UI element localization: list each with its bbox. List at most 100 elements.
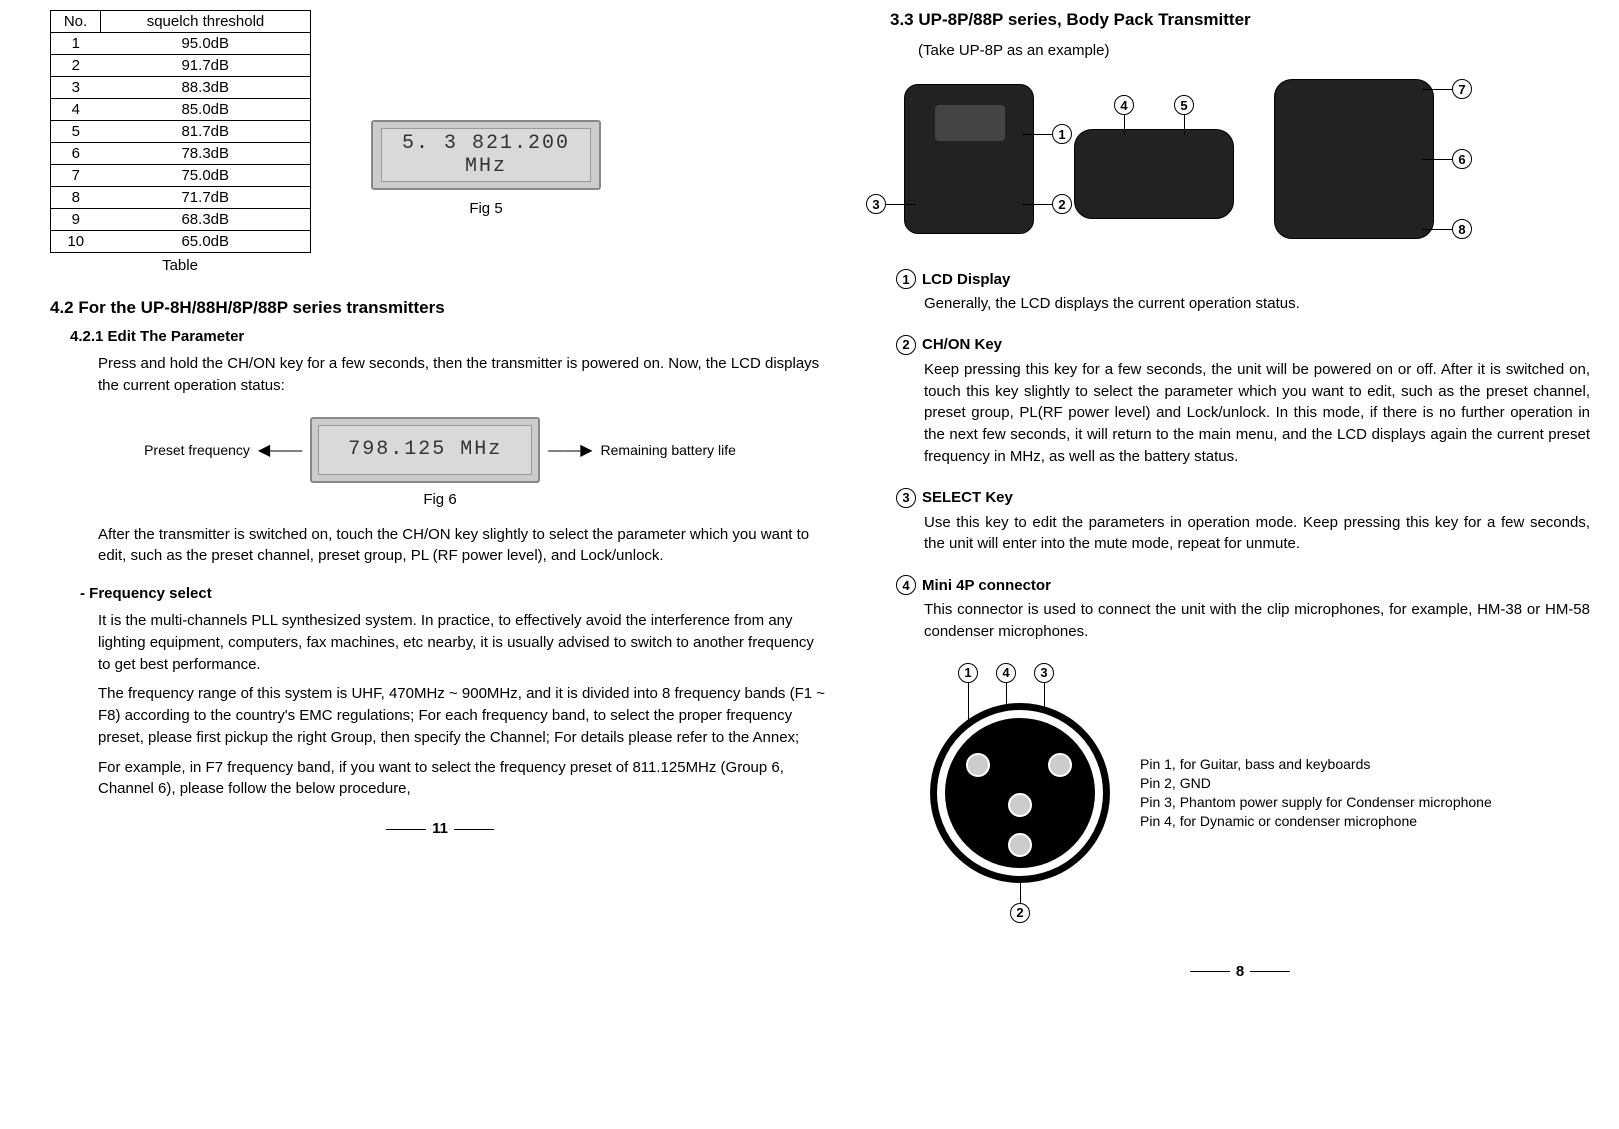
cell: 65.0dB <box>101 231 311 253</box>
device-diagram: 1 2 3 4 5 <box>904 79 1590 239</box>
cell: 71.7dB <box>101 187 311 209</box>
callout-7: 7 <box>1452 79 1472 99</box>
cell: 6 <box>51 143 101 165</box>
feature-num-4: 4 <box>896 575 916 595</box>
callout-3: 3 <box>866 194 886 214</box>
fig6-caption: Fig 6 <box>50 491 830 508</box>
device-front <box>904 84 1034 234</box>
cell: 91.7dB <box>101 55 311 77</box>
section-3-3-heading: 3.3 UP-8P/88P series, Body Pack Transmit… <box>890 10 1590 30</box>
fig5-block: 5. 3 821.200 MHz Fig 5 <box>371 120 601 217</box>
frequency-select-heading: - Frequency select <box>80 585 830 602</box>
feature-body-1: Generally, the LCD displays the current … <box>924 293 1590 315</box>
fig6-block: Preset frequency ◀—— 798.125 MHz ——▶ Rem… <box>50 417 830 483</box>
table-header-threshold: squelch threshold <box>101 11 311 33</box>
feature-body-3: Use this key to edit the parameters in o… <box>924 512 1590 556</box>
connector-circle <box>930 703 1110 883</box>
callout-2: 2 <box>1052 194 1072 214</box>
cell: 1 <box>51 33 101 55</box>
table-row: 775.0dB <box>51 165 311 187</box>
feature-title-4: Mini 4P connector <box>922 577 1051 594</box>
cell: 4 <box>51 99 101 121</box>
pin-legend-4: Pin 4, for Dynamic or condenser micropho… <box>1140 813 1492 829</box>
paragraph: After the transmitter is switched on, to… <box>98 524 830 568</box>
conn-callout-4: 4 <box>996 663 1016 683</box>
paragraph: For example, in F7 frequency band, if yo… <box>98 757 830 801</box>
feature-1: 1 LCD Display Generally, the LCD displays… <box>896 269 1590 315</box>
page-number-left: 11 <box>50 820 830 837</box>
left-page: No. squelch threshold 195.0dB 291.7dB 38… <box>50 10 830 980</box>
squelch-table: No. squelch threshold 195.0dB 291.7dB 38… <box>50 10 311 253</box>
page-number-right: 8 <box>890 963 1590 980</box>
table-row: 195.0dB <box>51 33 311 55</box>
table-row: 1065.0dB <box>51 231 311 253</box>
connector-diagram: 1 4 3 2 <box>920 663 1120 923</box>
cell: 9 <box>51 209 101 231</box>
fig6-right-label: Remaining battery life <box>601 442 736 458</box>
section-4-2-1-heading: 4.2.1 Edit The Parameter <box>70 328 830 345</box>
callout-8: 8 <box>1452 219 1472 239</box>
cell: 5 <box>51 121 101 143</box>
table-row: 581.7dB <box>51 121 311 143</box>
pin-icon <box>966 753 990 777</box>
cell: 10 <box>51 231 101 253</box>
table-row: 871.7dB <box>51 187 311 209</box>
fig6-left-label: Preset frequency <box>144 442 250 458</box>
cell: 7 <box>51 165 101 187</box>
connector-block: 1 4 3 2 <box>920 663 1590 923</box>
feature-3: 3 SELECT Key Use this key to edit the par… <box>896 488 1590 556</box>
paragraph: It is the multi-channels PLL synthesized… <box>98 610 830 675</box>
fig5-lcd: 5. 3 821.200 MHz <box>371 120 601 190</box>
cell: 68.3dB <box>101 209 311 231</box>
cell: 88.3dB <box>101 77 311 99</box>
conn-callout-1: 1 <box>958 663 978 683</box>
conn-callout-3: 3 <box>1034 663 1054 683</box>
cell: 85.0dB <box>101 99 311 121</box>
cell: 2 <box>51 55 101 77</box>
device-top <box>1074 129 1234 219</box>
fig6-lcd: 798.125 MHz <box>310 417 540 483</box>
table-row: 485.0dB <box>51 99 311 121</box>
feature-title-1: LCD Display <box>922 271 1010 288</box>
feature-body-4: This connector is used to connect the un… <box>924 599 1590 643</box>
paragraph: The frequency range of this system is UH… <box>98 683 830 748</box>
table-row: 678.3dB <box>51 143 311 165</box>
table-row: 968.3dB <box>51 209 311 231</box>
callout-1: 1 <box>1052 124 1072 144</box>
cell: 75.0dB <box>101 165 311 187</box>
paragraph: Press and hold the CH/ON key for a few s… <box>98 353 830 397</box>
pin-icon <box>1008 833 1032 857</box>
section-4-2-heading: 4.2 For the UP-8H/88H/8P/88P series tran… <box>50 298 830 318</box>
feature-2: 2 CH/ON Key Keep pressing this key for a … <box>896 335 1590 468</box>
pin-legend: Pin 1, for Guitar, bass and keyboards Pi… <box>1140 753 1492 832</box>
right-page: 3.3 UP-8P/88P series, Body Pack Transmit… <box>890 10 1590 980</box>
callout-5: 5 <box>1174 95 1194 115</box>
cell: 78.3dB <box>101 143 311 165</box>
feature-title-2: CH/ON Key <box>922 336 1002 353</box>
device-back <box>1274 79 1434 239</box>
feature-title-3: SELECT Key <box>922 489 1013 506</box>
arrow-left-icon: ◀—— <box>258 440 302 460</box>
pin-icon <box>1048 753 1072 777</box>
conn-callout-2: 2 <box>1010 903 1030 923</box>
cell: 95.0dB <box>101 33 311 55</box>
feature-body-2: Keep pressing this key for a few seconds… <box>924 359 1590 468</box>
callout-4: 4 <box>1114 95 1134 115</box>
feature-4: 4 Mini 4P connector This connector is use… <box>896 575 1590 643</box>
table-row: 388.3dB <box>51 77 311 99</box>
table-header-no: No. <box>51 11 101 33</box>
pin-legend-2: Pin 2, GND <box>1140 775 1492 791</box>
feature-num-1: 1 <box>896 269 916 289</box>
fig6-display: 798.125 MHz <box>318 425 532 475</box>
arrow-right-icon: ——▶ <box>548 440 592 460</box>
fig5-caption: Fig 5 <box>371 200 601 217</box>
fig5-display: 5. 3 821.200 MHz <box>381 128 591 182</box>
cell: 81.7dB <box>101 121 311 143</box>
pin-icon <box>1008 793 1032 817</box>
squelch-table-wrap: No. squelch threshold 195.0dB 291.7dB 38… <box>50 10 311 274</box>
callout-6: 6 <box>1452 149 1472 169</box>
example-note: (Take UP-8P as an example) <box>918 42 1590 59</box>
feature-num-3: 3 <box>896 488 916 508</box>
feature-num-2: 2 <box>896 335 916 355</box>
table-caption: Table <box>50 257 310 274</box>
